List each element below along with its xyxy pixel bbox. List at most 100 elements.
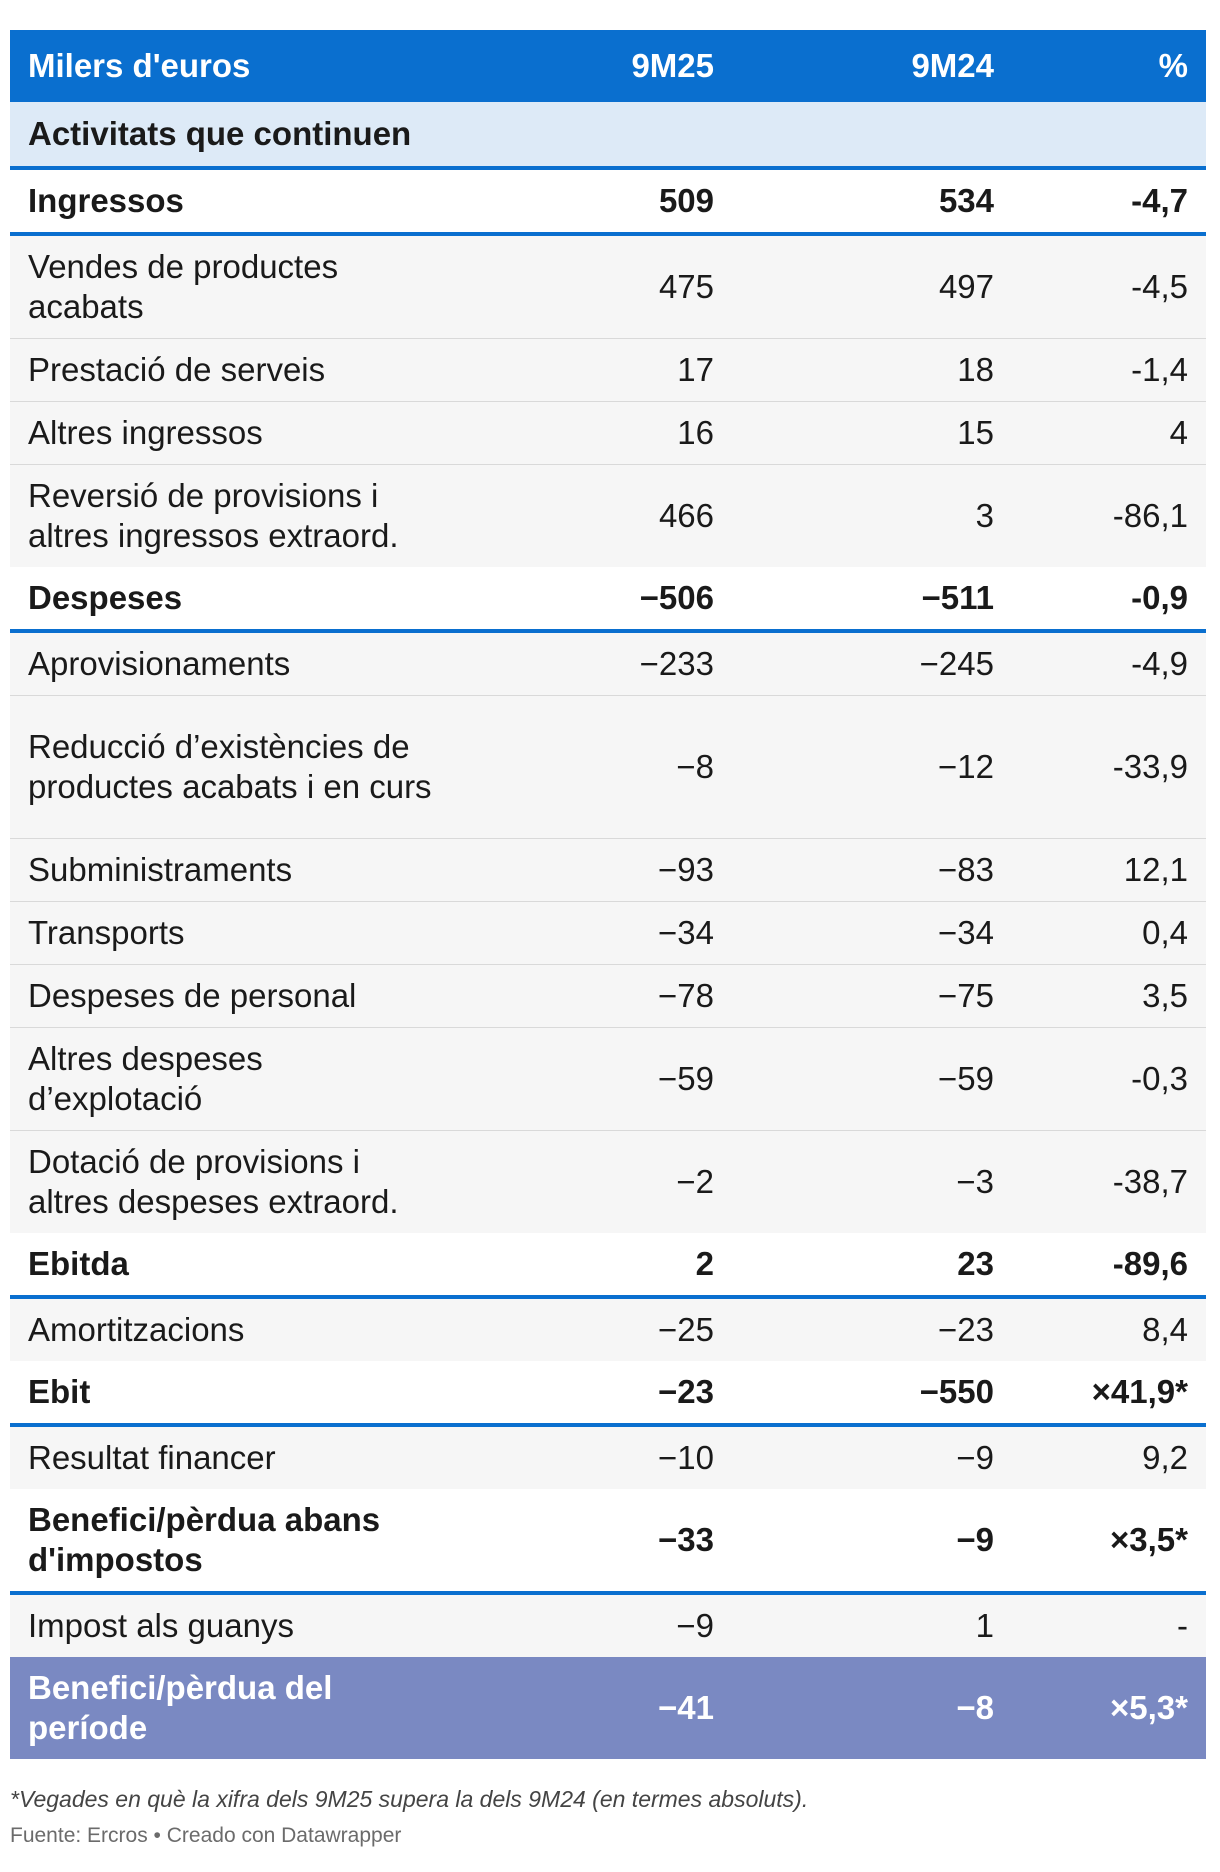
row-label: Despeses [10, 567, 450, 633]
row-value-9m24: 15 [732, 401, 1012, 465]
row-label: Ebitda [10, 1233, 450, 1299]
row-value-percent: -1,4 [1012, 338, 1206, 402]
row-value-percent: ×5,3* [1012, 1657, 1206, 1759]
row-value-9m24: −3 [732, 1130, 1012, 1233]
row-value-9m25: 2 [450, 1233, 732, 1299]
row-value-9m24: −34 [732, 901, 1012, 965]
source-credit: Fuente: Ercros • Creado con Datawrapper [10, 1824, 402, 1847]
row-value-9m25: −33 [450, 1489, 732, 1595]
table-row: Benefici/pèrdua abans d'impostos −33 −9 … [10, 1489, 1206, 1595]
row-value-percent: -86,1 [1012, 464, 1206, 567]
row-value-9m24: −59 [732, 1027, 1012, 1131]
table-row: Ebit −23 −550 ×41,9* [10, 1361, 1206, 1427]
table-row: Resultat financer −10 −9 9,2 [10, 1425, 1206, 1489]
row-value-9m24: −245 [732, 631, 1012, 696]
row-value-percent: ×3,5* [1012, 1489, 1206, 1595]
table-row: Amortitzacions −25 −23 8,4 [10, 1297, 1206, 1361]
row-value-percent: 9,2 [1012, 1425, 1206, 1489]
row-value-9m24: −550 [732, 1361, 1012, 1427]
row-value-9m25: 17 [450, 338, 732, 402]
row-value-percent: -33,9 [1012, 695, 1206, 839]
row-value-9m25: −59 [450, 1027, 732, 1131]
row-value-percent: 4 [1012, 401, 1206, 465]
table-row: Impost als guanys −9 1 - [10, 1593, 1206, 1657]
footnote: *Vegades en què la xifra dels 9M25 super… [10, 1786, 809, 1812]
row-value-9m24: −9 [732, 1425, 1012, 1489]
row-label: Resultat financer [10, 1425, 450, 1489]
row-value-percent: - [1012, 1593, 1206, 1657]
row-value-9m25: −23 [450, 1361, 732, 1427]
row-label: Impost als guanys [10, 1593, 450, 1657]
row-value-9m25: −78 [450, 964, 732, 1028]
row-value-9m25: −34 [450, 901, 732, 965]
row-label: Vendes de productes acabats [10, 234, 450, 339]
row-label: Dotació de provisions i altres despeses … [10, 1130, 450, 1233]
results-table: Milers d'euros 9M25 9M24 % Activitats qu… [10, 30, 1206, 1759]
row-label: Despeses de personal [10, 964, 450, 1028]
table-header-row: Milers d'euros 9M25 9M24 % [10, 30, 1206, 102]
table-row: Aprovisionaments −233 −245 -4,9 [10, 631, 1206, 696]
row-label: Prestació de serveis [10, 338, 450, 402]
row-label: Ingressos [10, 168, 450, 236]
row-value-9m25: 16 [450, 401, 732, 465]
section-title: Activitats que continuen [10, 102, 1206, 170]
row-value-percent: -0,3 [1012, 1027, 1206, 1131]
table-row: Ingressos 509 534 -4,7 [10, 168, 1206, 236]
row-label: Transports [10, 901, 450, 965]
header-label: Milers d'euros [10, 30, 450, 102]
row-value-9m24: 3 [732, 464, 1012, 567]
row-label: Benefici/pèrdua del període [10, 1657, 450, 1759]
row-value-9m25: −506 [450, 567, 732, 633]
row-value-9m25: −2 [450, 1130, 732, 1233]
row-value-9m24: 1 [732, 1593, 1012, 1657]
row-value-percent: -0,9 [1012, 567, 1206, 633]
row-label: Altres despeses d’explotació [10, 1027, 450, 1131]
row-value-9m25: 466 [450, 464, 732, 567]
row-value-9m25: −8 [450, 695, 732, 839]
section-row: Activitats que continuen [10, 102, 1206, 170]
row-value-percent: 8,4 [1012, 1297, 1206, 1361]
row-value-percent: 3,5 [1012, 964, 1206, 1028]
row-value-9m24: −83 [732, 838, 1012, 902]
row-value-percent: -4,9 [1012, 631, 1206, 696]
row-value-9m25: −233 [450, 631, 732, 696]
row-label: Reducció d’existències de productes acab… [10, 695, 450, 839]
table-row: Altres ingressos 16 15 4 [10, 401, 1206, 465]
row-label: Benefici/pèrdua abans d'impostos [10, 1489, 450, 1595]
table-row: Vendes de productes acabats 475 497 -4,5 [10, 234, 1206, 339]
table-row: Despeses −506 −511 -0,9 [10, 567, 1206, 633]
row-value-percent: ×41,9* [1012, 1361, 1206, 1427]
row-value-percent: 12,1 [1012, 838, 1206, 902]
row-value-9m25: −9 [450, 1593, 732, 1657]
row-value-percent: 0,4 [1012, 901, 1206, 965]
row-label: Amortitzacions [10, 1297, 450, 1361]
table-row: Transports −34 −34 0,4 [10, 901, 1206, 965]
table-row: Reversió de provisions i altres ingresso… [10, 464, 1206, 567]
row-value-9m24: −8 [732, 1657, 1012, 1759]
row-value-9m24: 497 [732, 234, 1012, 339]
row-value-9m25: −93 [450, 838, 732, 902]
header-col-9m25: 9M25 [450, 30, 732, 102]
row-value-9m25: −41 [450, 1657, 732, 1759]
row-value-9m24: 23 [732, 1233, 1012, 1299]
row-value-9m24: −75 [732, 964, 1012, 1028]
row-value-9m25: 475 [450, 234, 732, 339]
row-value-9m24: −12 [732, 695, 1012, 839]
row-value-9m25: −10 [450, 1425, 732, 1489]
header-col-9m24: 9M24 [732, 30, 1012, 102]
table-row: Subministraments −93 −83 12,1 [10, 838, 1206, 902]
header-col-percent: % [1012, 30, 1206, 102]
row-value-9m25: 509 [450, 168, 732, 236]
row-label: Ebit [10, 1361, 450, 1427]
row-value-9m24: −9 [732, 1489, 1012, 1595]
table-row-total: Benefici/pèrdua del període −41 −8 ×5,3* [10, 1657, 1206, 1759]
table-row: Reducció d’existències de productes acab… [10, 695, 1206, 839]
row-value-9m24: −511 [732, 567, 1012, 633]
table-row: Altres despeses d’explotació −59 −59 -0,… [10, 1027, 1206, 1131]
row-value-9m24: 534 [732, 168, 1012, 236]
table-row: Despeses de personal −78 −75 3,5 [10, 964, 1206, 1028]
row-label: Aprovisionaments [10, 631, 450, 696]
table-row: Dotació de provisions i altres despeses … [10, 1130, 1206, 1233]
row-value-9m24: −23 [732, 1297, 1012, 1361]
results-table-container: Milers d'euros 9M25 9M24 % Activitats qu… [10, 30, 1206, 1759]
